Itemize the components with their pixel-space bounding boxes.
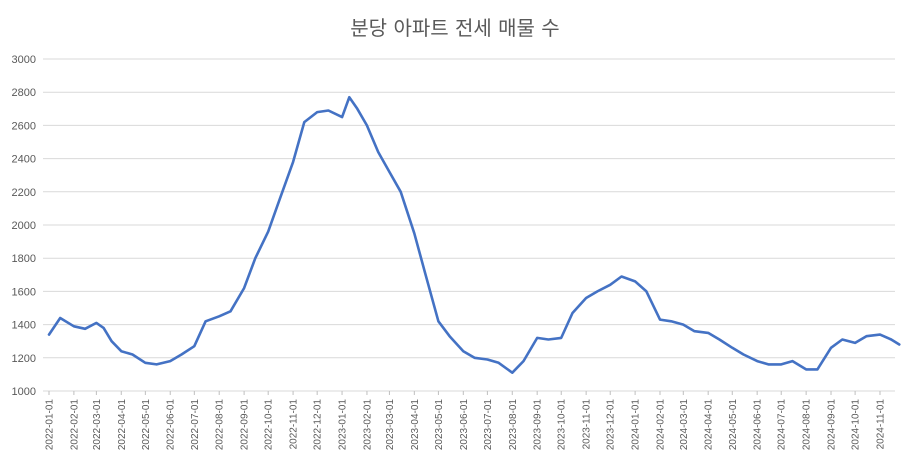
x-tick-label: 2022-11-01 — [289, 399, 300, 450]
x-tick-label: 2024-11-01 — [876, 399, 887, 450]
x-tick-label: 2022-01-01 — [45, 399, 56, 451]
x-tick-label: 2022-04-01 — [117, 399, 128, 451]
x-tick-label: 2022-03-01 — [92, 399, 103, 451]
x-tick-label: 2022-09-01 — [240, 399, 251, 451]
x-tick-label: 2023-02-01 — [362, 399, 373, 451]
x-tick-label: 2023-07-01 — [483, 399, 494, 451]
y-tick-label: 1400 — [12, 320, 36, 332]
x-tick-label: 2024-05-01 — [728, 399, 739, 451]
x-tick-label: 2023-04-01 — [410, 399, 421, 451]
x-tick-label: 2022-05-01 — [141, 399, 152, 451]
x-tick-label: 2022-02-01 — [69, 399, 80, 451]
x-tick-label: 2022-06-01 — [166, 399, 177, 451]
x-tick-label: 2024-03-01 — [679, 399, 690, 451]
x-tick-label: 2022-07-01 — [190, 399, 201, 451]
y-tick-label: 1200 — [12, 353, 36, 365]
y-tick-label: 2000 — [12, 220, 36, 232]
x-tick-label: 2023-10-01 — [557, 399, 568, 451]
x-tick-label: 2023-05-01 — [434, 399, 445, 451]
x-tick-label: 2022-10-01 — [264, 399, 275, 451]
y-tick-label: 1600 — [12, 286, 36, 298]
x-tick-label: 2024-01-01 — [631, 399, 642, 451]
x-tick-label: 2023-12-01 — [606, 399, 617, 451]
x-tick-label: 2023-01-01 — [338, 399, 349, 451]
x-tick-label: 2024-08-01 — [802, 399, 813, 451]
x-tick-label: 2023-11-01 — [582, 399, 593, 450]
x-tick-label: 2023-06-01 — [459, 399, 470, 451]
x-tick-label: 2023-09-01 — [533, 399, 544, 451]
x-tick-label: 2024-06-01 — [753, 399, 764, 451]
series-line — [47, 95, 901, 375]
y-tick-label: 2800 — [12, 87, 36, 99]
x-tick-label: 2024-04-01 — [704, 399, 715, 451]
x-tick-label: 2024-07-01 — [777, 399, 788, 451]
chart-title: 분당 아파트 전세 매물 수 — [350, 16, 560, 40]
y-tick-label: 1800 — [12, 253, 36, 265]
y-tick-label: 2600 — [12, 120, 36, 132]
y-tick-label: 3000 — [12, 54, 36, 66]
x-tick-label: 2024-02-01 — [656, 399, 667, 451]
x-tick-label: 2023-08-01 — [508, 399, 519, 451]
y-tick-label: 2400 — [12, 154, 36, 166]
x-tick-label: 2024-10-01 — [851, 399, 862, 451]
x-tick-label: 2024-09-01 — [827, 399, 838, 451]
y-tick-label: 2200 — [12, 187, 36, 199]
y-tick-label: 1000 — [12, 386, 36, 398]
x-tick-label: 2023-03-01 — [385, 399, 396, 451]
x-tick-label: 2022-12-01 — [313, 399, 324, 451]
x-tick-label: 2022-08-01 — [215, 399, 226, 451]
